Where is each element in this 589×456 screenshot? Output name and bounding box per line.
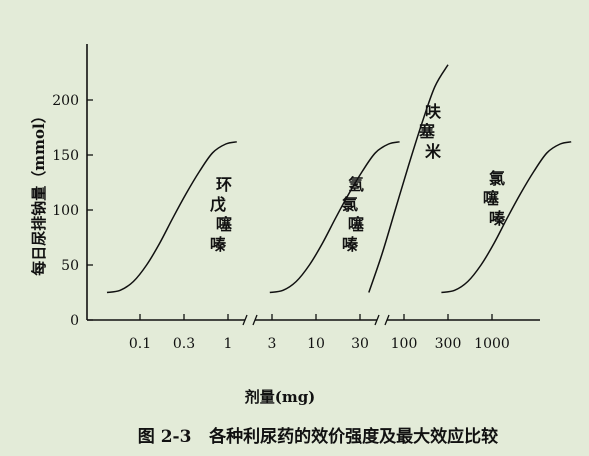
series-label-huanwu: 噻 [216,215,233,234]
y-tick-label: 100 [52,203,79,219]
x-tick-label: 1000 [474,336,510,352]
figure-caption: 图 2-3 各种利尿药的效价强度及最大效应比较 [138,426,498,447]
x-axis-label: 剂量(mg) [245,388,316,406]
series-label-fusaimi: 米 [425,142,442,161]
series-label-lusai: 氯 [489,169,505,188]
curve-qinglu [269,141,400,294]
y-ticks: 0 50 100 150 200 [52,93,93,329]
curves [106,64,572,294]
x-break-slash [384,314,390,326]
series-label-lusai: 噻 [483,189,500,208]
x-tick-label: 100 [391,336,418,352]
x-axis-breaks [242,314,390,326]
curve-lusai [441,141,572,294]
x-ticks: 0.1 0.3 1 3 10 30 100 300 1000 [129,314,510,352]
series-label-huanwu: 环 [216,175,232,194]
series-label-huanwu: 戊 [210,195,226,214]
x-tick-label: 10 [307,336,325,352]
y-axis-label: 每日尿排钠量（mmol） [30,108,48,275]
x-tick-label: 0.1 [129,336,151,352]
y-tick-label: 150 [52,148,79,164]
series-label-qinglu: 嗪 [342,235,358,254]
series-label-qinglu: 噻 [348,215,365,234]
series-label-fusaimi: 呋 [425,102,442,121]
x-tick-label: 30 [351,336,369,352]
x-break-slash [374,314,380,326]
x-tick-label: 300 [435,336,462,352]
y-tick-label: 0 [70,313,79,329]
curve-fusaimi [368,64,449,293]
series-label-fusaimi: 塞 [419,122,436,141]
x-break-slash [252,314,258,326]
y-tick-label: 200 [52,93,79,109]
series-label-huanwu: 嗪 [210,235,226,254]
series-label-qinglu: 氢 [348,175,364,194]
y-tick-label: 50 [61,258,79,274]
x-tick-label: 3 [268,336,277,352]
x-break-gap [377,317,387,323]
axes [86,44,540,321]
series-label-lusai: 嗪 [489,209,505,228]
curve-huanwu [106,141,237,294]
x-tick-label: 1 [224,336,233,352]
x-break-slash [242,314,248,326]
x-tick-label: 0.3 [173,336,195,352]
x-break-gap [245,317,255,323]
series-label-qinglu: 氯 [342,195,358,214]
